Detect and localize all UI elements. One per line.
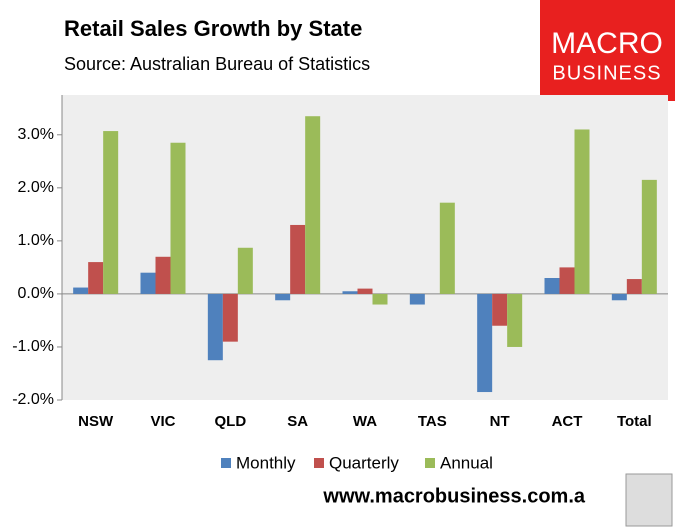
bar bbox=[103, 131, 119, 294]
x-tick-label: Total bbox=[617, 413, 652, 430]
bar bbox=[544, 278, 560, 294]
logo-text: MACRO bbox=[551, 27, 663, 60]
x-tick-label: NT bbox=[490, 413, 510, 430]
y-tick-label: 1.0% bbox=[18, 232, 54, 249]
bar bbox=[207, 293, 223, 361]
footer-url: www.macrobusiness.com.a bbox=[322, 485, 585, 507]
bar bbox=[611, 293, 627, 301]
y-tick-label: 2.0% bbox=[18, 179, 54, 196]
bar bbox=[372, 293, 388, 305]
y-tick-label: 3.0% bbox=[18, 126, 54, 143]
legend-swatch bbox=[221, 458, 231, 468]
bar bbox=[88, 262, 104, 294]
legend-label: Quarterly bbox=[329, 453, 399, 472]
x-tick-label: SA bbox=[287, 413, 308, 430]
bar bbox=[305, 116, 321, 294]
bar bbox=[170, 142, 186, 294]
x-tick-label: VIC bbox=[150, 413, 175, 430]
bar bbox=[155, 256, 171, 294]
y-tick-label: 0.0% bbox=[18, 285, 54, 302]
logo-text: BUSINESS bbox=[552, 62, 661, 84]
logo-box bbox=[540, 0, 675, 101]
x-tick-label: NSW bbox=[78, 413, 114, 430]
bar bbox=[439, 202, 455, 294]
wolf-icon bbox=[625, 473, 673, 527]
bar bbox=[574, 129, 590, 294]
bar bbox=[222, 293, 238, 342]
bar bbox=[626, 279, 642, 294]
x-tick-label: ACT bbox=[552, 413, 583, 430]
x-tick-label: WA bbox=[353, 413, 377, 430]
legend-swatch bbox=[425, 458, 435, 468]
bar bbox=[140, 272, 156, 294]
x-tick-label: QLD bbox=[214, 413, 246, 430]
bar bbox=[559, 267, 575, 294]
bar bbox=[357, 288, 373, 294]
legend-label: Annual bbox=[440, 453, 493, 472]
x-tick-label: TAS bbox=[418, 413, 447, 430]
bar bbox=[492, 293, 508, 326]
bar bbox=[409, 293, 425, 305]
y-tick-label: -1.0% bbox=[12, 338, 54, 355]
bar bbox=[73, 287, 89, 294]
bar bbox=[237, 247, 253, 294]
chart-title: Retail Sales Growth by State bbox=[64, 16, 362, 41]
bar bbox=[275, 293, 291, 301]
y-tick-label: -2.0% bbox=[12, 391, 54, 408]
legend-swatch bbox=[314, 458, 324, 468]
bar bbox=[290, 224, 306, 294]
chart-subtitle: Source: Australian Bureau of Statistics bbox=[64, 54, 370, 74]
legend-label: Monthly bbox=[236, 453, 296, 472]
bar bbox=[641, 179, 657, 294]
plot-area bbox=[62, 95, 668, 400]
bar bbox=[477, 293, 493, 393]
bar bbox=[507, 293, 523, 347]
bar bbox=[342, 291, 358, 294]
